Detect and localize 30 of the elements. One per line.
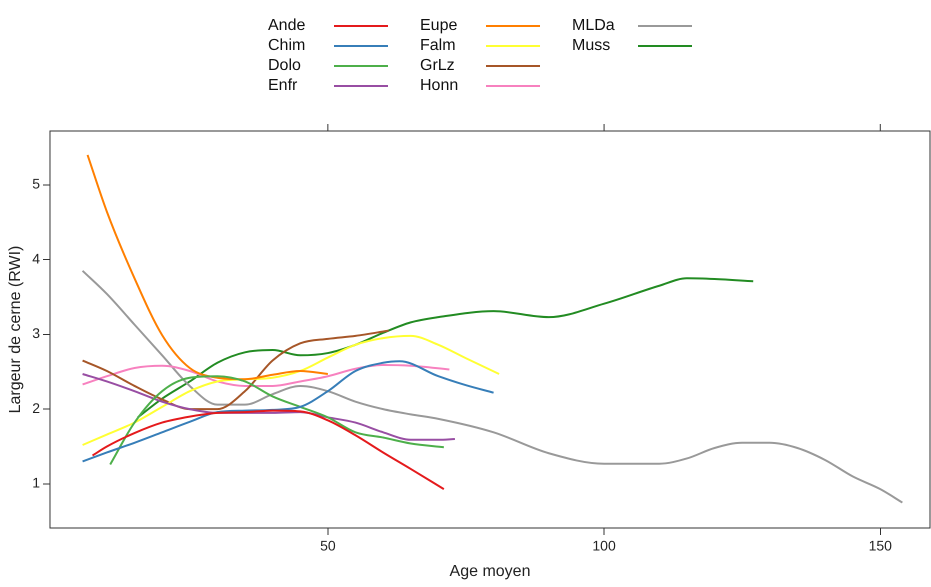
line-series [82, 364, 450, 387]
legend-label: Ande [268, 17, 306, 35]
x-tick-label: 150 [868, 537, 892, 554]
legend-label: Muss [572, 37, 612, 55]
line-series [136, 277, 754, 418]
line-series [82, 270, 904, 504]
x-tick-label: 100 [592, 537, 616, 554]
legend-label: GrLz [420, 57, 456, 75]
legend-label: Enfr [268, 77, 298, 95]
line-series [82, 372, 456, 441]
y-tick-label: 1 [32, 474, 40, 491]
y-tick-label: 5 [32, 176, 40, 192]
x-tick-label: 50 [320, 537, 336, 554]
legend-label: MLDa [572, 17, 616, 35]
y-tick-label: 4 [32, 250, 40, 266]
line-series [82, 330, 390, 410]
line-series [92, 410, 445, 490]
x-axis-title: Age moyen [450, 562, 530, 580]
legend-label: Falm [420, 37, 457, 55]
legend-label: Eupe [420, 17, 458, 35]
legend-label: Dolo [268, 57, 302, 75]
y-axis-title: Largeur de cerne (RWI) [7, 246, 24, 414]
line-series [82, 360, 495, 462]
legend-label: Honn [420, 77, 460, 95]
line-series [109, 375, 445, 466]
line-series [82, 334, 500, 446]
y-tick-label: 3 [32, 325, 40, 342]
line-series [86, 154, 329, 380]
legend-label: Chim [268, 37, 306, 55]
y-tick-label: 2 [32, 400, 40, 416]
